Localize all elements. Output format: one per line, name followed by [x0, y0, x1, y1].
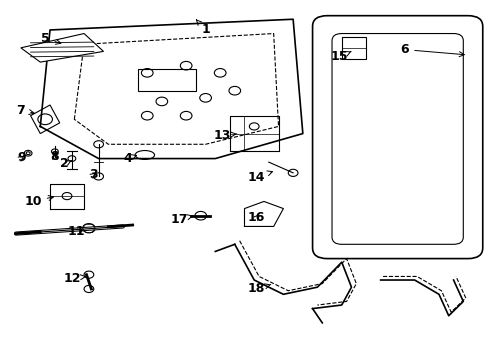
Bar [137, 69, 196, 91]
Text: 11: 11 [68, 225, 85, 238]
Polygon shape [30, 105, 60, 134]
Text: 6: 6 [400, 43, 464, 57]
Text: 1: 1 [196, 20, 209, 36]
Text: 17: 17 [170, 213, 193, 226]
Text: 3: 3 [89, 168, 98, 181]
Text: 2: 2 [60, 157, 72, 170]
Text: 4: 4 [123, 152, 136, 165]
Text: 13: 13 [213, 129, 236, 142]
Text: 18: 18 [247, 283, 270, 296]
Text: 9: 9 [18, 151, 26, 164]
Bar [341, 37, 366, 59]
Text: 8: 8 [50, 150, 59, 163]
Text: 16: 16 [247, 211, 265, 224]
Polygon shape [21, 33, 103, 62]
Text: 7: 7 [17, 104, 34, 117]
Text: 10: 10 [24, 195, 53, 208]
Text: 15: 15 [330, 50, 350, 63]
Text: 5: 5 [41, 32, 61, 45]
Text: 14: 14 [247, 171, 272, 184]
Text: 12: 12 [63, 272, 86, 285]
